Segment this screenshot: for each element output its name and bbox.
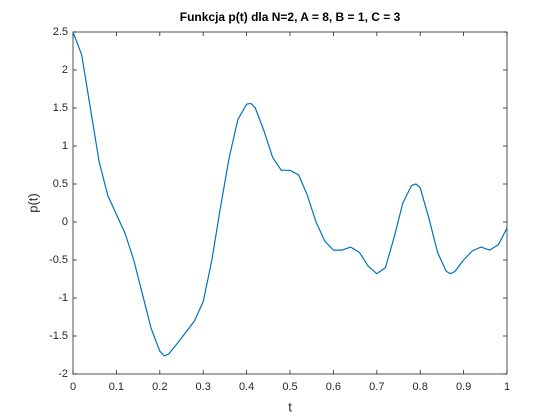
- x-axis-label: t: [288, 399, 292, 414]
- x-tick-label: 0.8: [413, 381, 428, 393]
- y-axis-label: p(t): [25, 193, 40, 213]
- y-tick-label: 0: [62, 216, 68, 228]
- y-tick-label: -0.5: [49, 254, 68, 266]
- x-tick-label: 0.7: [369, 381, 384, 393]
- x-tick-label: 0.5: [282, 381, 297, 393]
- x-tick-label: 0.4: [239, 381, 254, 393]
- y-tick-label: 2.5: [53, 26, 68, 38]
- x-tick-label: 0.9: [456, 381, 471, 393]
- y-tick-label: 1.5: [53, 102, 68, 114]
- y-tick-label: 0.5: [53, 178, 68, 190]
- chart-title: Funkcja p(t) dla N=2, A = 8, B = 1, C = …: [180, 10, 401, 24]
- y-tick-label: -1: [58, 292, 68, 304]
- x-tick-label: 0.6: [326, 381, 341, 393]
- x-tick-label: 0: [70, 381, 76, 393]
- plot-area: [72, 31, 508, 375]
- x-tick-label: 0.3: [196, 381, 211, 393]
- y-tick-label: -1.5: [49, 330, 68, 342]
- x-tick-label: 1: [504, 381, 510, 393]
- y-tick-label: -2: [58, 368, 68, 380]
- x-tick-label: 0.2: [152, 381, 167, 393]
- y-tick-label: 2: [62, 64, 68, 76]
- y-tick-label: 1: [62, 140, 68, 152]
- x-tick-label: 0.1: [109, 381, 124, 393]
- data-line: [72, 31, 508, 357]
